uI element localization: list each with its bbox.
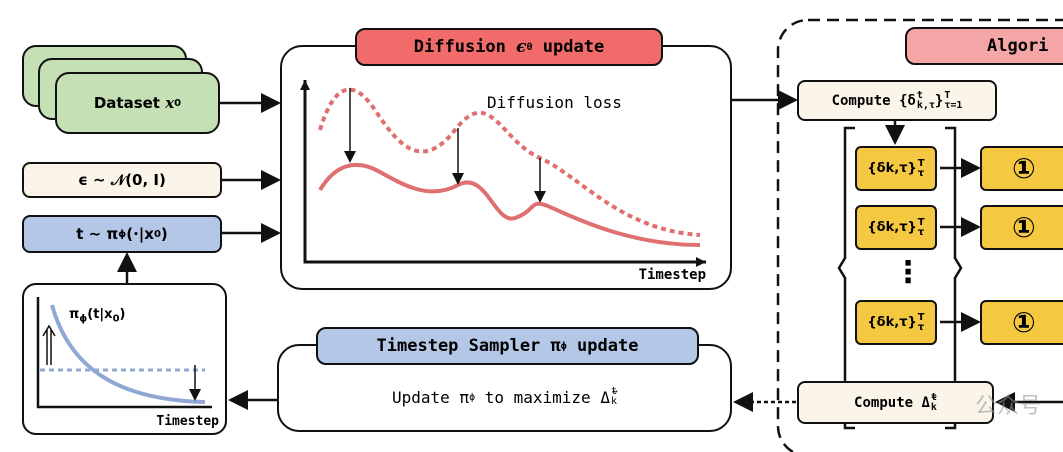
label: ϕ — [560, 340, 567, 352]
label: {δk,τ} — [867, 220, 917, 235]
label: θ — [526, 41, 533, 53]
label: π — [69, 307, 80, 322]
label: t ~ π — [76, 225, 119, 243]
label: (·|x — [126, 225, 154, 243]
algorithm-header: Algori — [905, 27, 1063, 65]
label: update — [532, 37, 605, 57]
label: k — [930, 401, 937, 413]
label: x — [165, 94, 175, 112]
loss-label: Diffusion loss — [487, 93, 622, 112]
plot-label: πϕ(t|x0) — [69, 307, 125, 325]
step-box: ① — [980, 300, 1063, 345]
x-label: Timestep — [638, 267, 706, 283]
label: Compute Δ̃ — [854, 394, 930, 411]
label: Diffusion — [413, 37, 506, 57]
label: } — [934, 92, 944, 109]
label: ϕ — [118, 228, 127, 240]
step-box: ① — [980, 146, 1063, 191]
label: Algori — [987, 36, 1049, 56]
label: τ — [917, 167, 925, 179]
label: T — [917, 311, 925, 323]
label: k — [610, 396, 617, 407]
label: ϵ ~ 𝒩(0, I) — [78, 171, 166, 189]
label: 0 — [153, 228, 161, 240]
label: 0 — [112, 313, 120, 325]
label: ϕ — [469, 391, 476, 403]
compute-gain-box: Compute Δ̃ t k — [797, 381, 994, 424]
label: (t|x — [87, 307, 113, 322]
label: t — [930, 391, 937, 403]
label: ϕ — [79, 313, 88, 325]
diffusion-box: Diffusion loss Timestep — [280, 45, 732, 290]
label: Compute {δ — [831, 92, 916, 109]
label: k,τ — [916, 99, 935, 111]
label: ① — [1012, 306, 1036, 339]
label: Timestep Sampler π — [376, 336, 561, 356]
label: update — [566, 336, 639, 356]
sampler-plot — [36, 297, 212, 409]
label: t — [610, 386, 617, 397]
label: Dataset — [93, 94, 160, 112]
label: τ — [917, 226, 925, 238]
arrows — [117, 90, 1063, 412]
label: ) — [119, 307, 126, 322]
ellipsis: ⋮ — [893, 255, 923, 290]
label: 0 — [174, 97, 182, 109]
label: {δk,τ} — [867, 161, 917, 176]
x-label: Timestep — [156, 414, 219, 429]
sampler-plot-box: πϕ(t|x0) Timestep — [22, 283, 227, 435]
diffusion-plot — [300, 80, 706, 267]
label: ϵ — [516, 37, 527, 57]
watermark: 公众号 — [975, 394, 1042, 419]
label: t — [916, 89, 923, 101]
label: Update π — [392, 387, 470, 407]
label: T — [917, 216, 925, 228]
bracket — [837, 126, 963, 430]
t-sample-box: t ~ π ϕ (·|x 0) — [22, 215, 222, 253]
label: τ=1 — [944, 99, 963, 111]
label: ) — [160, 225, 168, 243]
label: T — [917, 157, 925, 169]
label: τ — [917, 321, 925, 333]
label: ① — [1012, 152, 1036, 185]
label: {δk,τ} — [867, 315, 917, 330]
label: T — [944, 89, 951, 101]
label: ① — [1012, 211, 1036, 244]
label: to maximize Δ̃ — [475, 387, 610, 407]
step-box: ① — [980, 205, 1063, 250]
noise-box: ϵ ~ 𝒩(0, I) — [22, 162, 222, 198]
algorithm-frame — [776, 18, 1063, 452]
